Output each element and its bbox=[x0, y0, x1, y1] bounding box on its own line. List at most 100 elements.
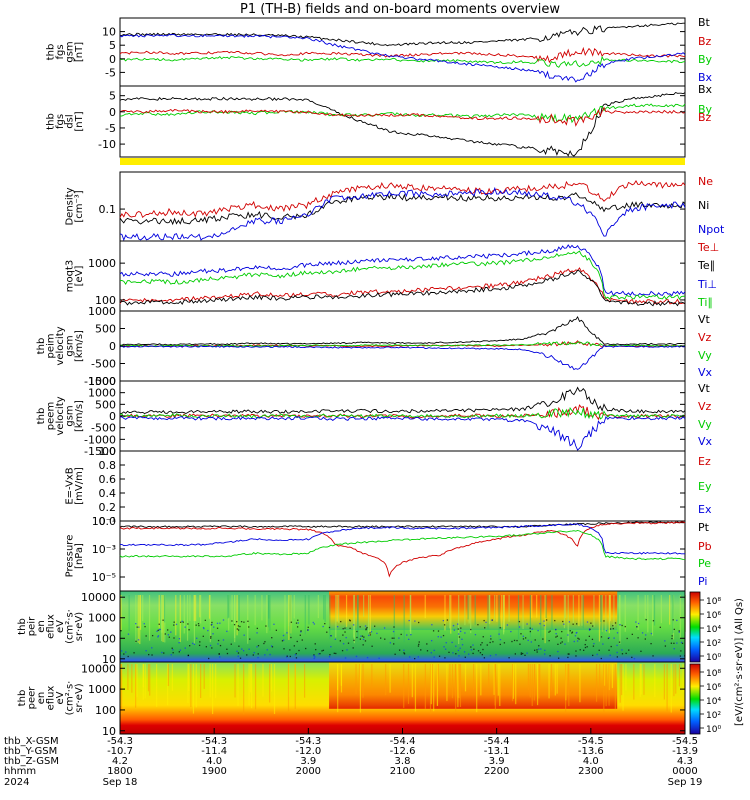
heatmap-streak bbox=[467, 595, 469, 620]
heatmap-noise bbox=[400, 633, 402, 636]
heatmap-noise bbox=[230, 643, 232, 645]
heatmap-noise bbox=[366, 626, 368, 629]
heatmap-noise bbox=[572, 623, 574, 625]
heatmap-streak bbox=[556, 664, 558, 694]
colorbar: 10⁸ 10⁶ 10⁴ 10² 10⁰ 10⁸ 10⁶ 10⁴ 10² 10⁰ [eV/(cm²·… bbox=[689, 591, 745, 735]
ylabel-line: velocity bbox=[55, 326, 66, 365]
heatmap-noise bbox=[659, 626, 661, 628]
heatmap-noise bbox=[673, 642, 675, 644]
heatmap-streak bbox=[186, 595, 189, 641]
heatmap-noise bbox=[680, 650, 682, 652]
ylabel-line: eV bbox=[55, 691, 66, 704]
heatmap-noise bbox=[344, 627, 346, 629]
ylabel-line: thb bbox=[36, 338, 47, 355]
heatmap-streak bbox=[192, 664, 195, 714]
heatmap-streak bbox=[618, 595, 621, 624]
heatmap-noise bbox=[520, 653, 522, 655]
heatmap-noise bbox=[543, 624, 545, 627]
heatmap-noise bbox=[678, 630, 680, 632]
heatmap-noise bbox=[635, 621, 637, 623]
heatmap-streak bbox=[254, 595, 256, 626]
heatmap-noise bbox=[120, 630, 122, 632]
heatmap-noise bbox=[307, 626, 309, 628]
legend-density: Ne Ni Npot bbox=[698, 175, 725, 236]
ylabel-line: gsm bbox=[65, 335, 76, 356]
heatmap-noise bbox=[459, 630, 462, 633]
heatmap-noise bbox=[182, 621, 184, 623]
heatmap-noise bbox=[482, 648, 484, 651]
heatmap-noise bbox=[161, 651, 163, 654]
heatmap-noise bbox=[209, 644, 212, 647]
heatmap-streak bbox=[187, 664, 189, 704]
heatmap-streak bbox=[148, 595, 151, 641]
heatmap-noise bbox=[483, 619, 485, 622]
heatmap-noise bbox=[342, 634, 344, 636]
series-Te∥-line bbox=[119, 269, 686, 307]
legend-peem-Vt: Vt bbox=[698, 382, 711, 395]
heatmap-streak bbox=[508, 595, 510, 622]
heatmap-noise bbox=[256, 646, 258, 648]
heatmap-noise bbox=[328, 626, 331, 629]
colorbar-tick-label: 10⁴ bbox=[706, 697, 721, 707]
heatmap-streak bbox=[188, 664, 190, 691]
heatmap-noise bbox=[474, 633, 477, 636]
heatmap-noise bbox=[549, 630, 551, 632]
legend-Bt: Bt bbox=[698, 16, 711, 29]
heatmap-noise bbox=[596, 653, 598, 656]
heatmap-noise bbox=[584, 646, 587, 649]
panel-frame bbox=[119, 520, 686, 592]
heatmap-streak bbox=[147, 664, 150, 692]
heatmap-noise bbox=[602, 643, 604, 645]
heatmap-streak bbox=[464, 664, 467, 692]
xtick-label: 4.0 bbox=[206, 756, 222, 767]
heatmap-noise bbox=[631, 633, 633, 636]
heatmap-noise bbox=[583, 649, 585, 651]
heatmap-noise bbox=[624, 625, 626, 628]
heatmap-streak bbox=[451, 664, 454, 699]
heatmap-noise bbox=[333, 652, 335, 654]
heatmap-noise bbox=[202, 635, 204, 637]
heatmap-noise bbox=[231, 620, 233, 622]
heatmap-noise bbox=[555, 633, 557, 635]
ytick-label: -5 bbox=[105, 122, 116, 135]
heatmap-noise bbox=[676, 642, 678, 644]
heatmap-streak bbox=[539, 664, 541, 689]
heatmap-streak bbox=[529, 595, 531, 638]
heatmap-streak bbox=[195, 664, 197, 708]
heatmap-noise bbox=[406, 634, 408, 636]
heatmap-noise bbox=[123, 653, 125, 655]
heatmap-noise bbox=[368, 634, 370, 637]
legend-Tepar: Te∥ bbox=[697, 259, 715, 272]
heatmap-streak bbox=[470, 595, 472, 634]
heatmap-streak bbox=[268, 595, 270, 619]
heatmap-streak bbox=[359, 664, 362, 713]
heatmap-noise bbox=[548, 640, 550, 642]
ytick-label: 0.6 bbox=[99, 473, 117, 486]
heatmap-streak bbox=[640, 664, 642, 695]
heatmap-noise bbox=[211, 647, 213, 649]
heatmap-noise bbox=[299, 634, 301, 636]
heatmap-noise bbox=[438, 655, 441, 657]
colorbar-tick-label: 10⁶ bbox=[706, 611, 721, 621]
heatmap-streak bbox=[432, 664, 434, 693]
xtick-label: -10.7 bbox=[107, 746, 133, 757]
heatmap-streak bbox=[609, 595, 611, 621]
panel-fgs_dsl: 5 0 -5 -10 bbox=[98, 85, 686, 158]
colorbar-label: [eV/(cm²·s·sr·eV)] (All Qs) bbox=[734, 598, 745, 726]
heatmap-noise bbox=[431, 624, 433, 626]
heatmap-streak bbox=[194, 595, 197, 622]
heatmap-noise bbox=[384, 638, 386, 640]
heatmap-streak bbox=[499, 664, 501, 707]
heatmap-noise bbox=[637, 637, 639, 639]
heatmap-noise bbox=[503, 642, 506, 644]
heatmap-noise bbox=[241, 648, 243, 650]
heatmap-noise bbox=[238, 645, 240, 647]
xtick-label: 4.2 bbox=[112, 756, 128, 767]
heatmap-noise bbox=[518, 620, 521, 623]
heatmap-noise bbox=[398, 637, 400, 639]
heatmap-noise bbox=[237, 625, 240, 627]
heatmap-streak bbox=[603, 664, 605, 713]
heatmap-noise bbox=[539, 622, 541, 625]
heatmap-streak bbox=[128, 595, 130, 632]
ytick-label: -10 bbox=[98, 138, 116, 151]
